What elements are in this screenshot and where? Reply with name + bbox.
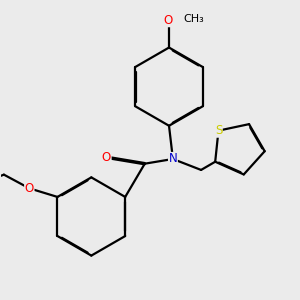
Text: N: N bbox=[169, 152, 177, 166]
Text: CH₃: CH₃ bbox=[184, 14, 205, 24]
Text: O: O bbox=[164, 14, 173, 27]
Text: S: S bbox=[215, 124, 222, 137]
Text: O: O bbox=[25, 182, 34, 195]
Text: O: O bbox=[102, 151, 111, 164]
